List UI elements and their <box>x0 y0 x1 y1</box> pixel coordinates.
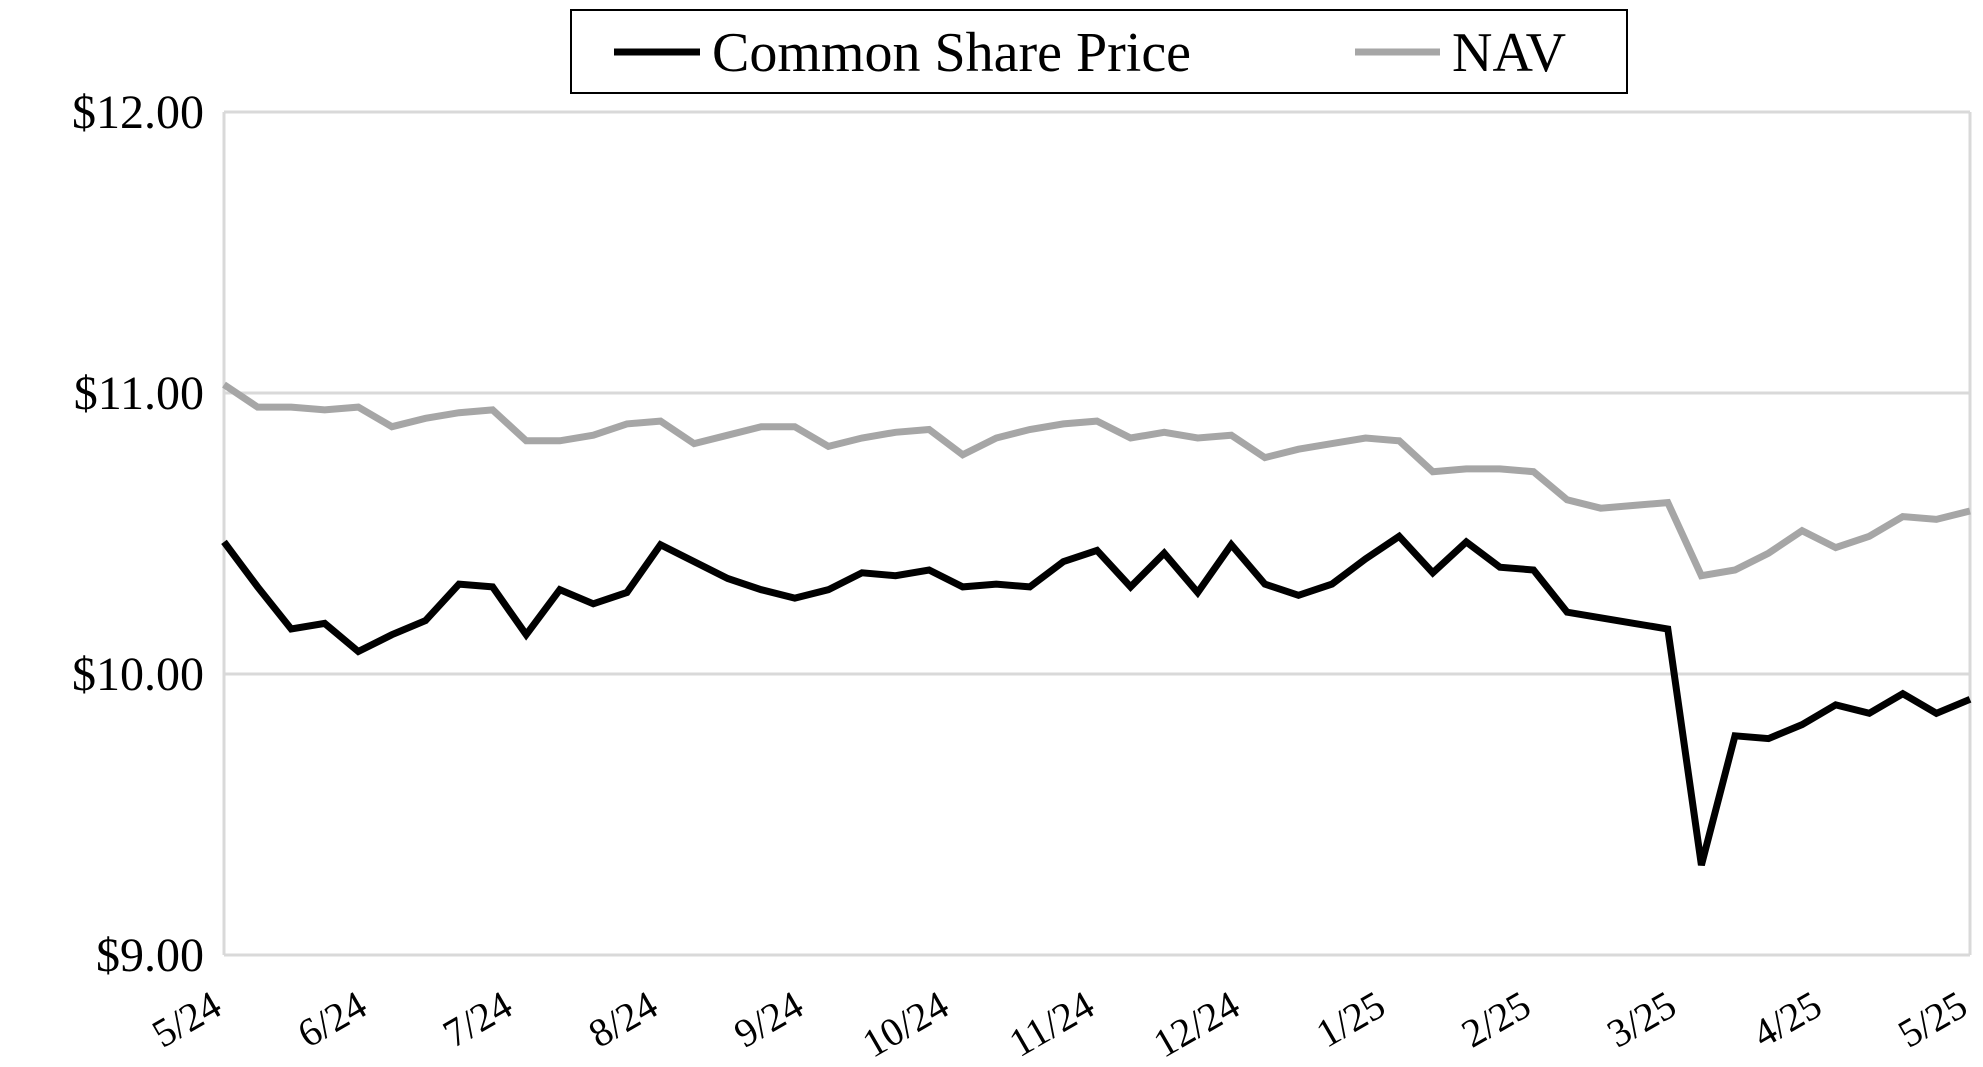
legend-label: Common Share Price <box>712 22 1191 84</box>
axes: $9.00 $10.00 $11.00 $12.00 5/24 6/24 7/24 8/24 9… <box>72 86 1975 1066</box>
series-line-common-share-price <box>221 531 1972 866</box>
x-tick-label: 7/24 <box>435 982 519 1057</box>
grid <box>224 110 1970 957</box>
legend-box <box>570 9 1628 94</box>
y-tick-label: $12.00 <box>72 86 204 139</box>
y-tick-label: $11.00 <box>74 367 204 420</box>
x-tick-label: 11/24 <box>1001 982 1101 1066</box>
x-tick-label: 2/25 <box>1454 982 1538 1057</box>
legend-label: NAV <box>1452 22 1566 84</box>
x-tick-label: 8/24 <box>581 982 665 1057</box>
x-tick-label: 12/24 <box>1146 982 1247 1067</box>
series-line-nav <box>222 381 1971 580</box>
x-tick-label: 1/25 <box>1308 982 1392 1057</box>
x-tick-label: 6/24 <box>290 982 374 1057</box>
x-tick-label: 5/24 <box>144 982 228 1057</box>
series <box>221 381 1972 866</box>
y-tick-label: $9.00 <box>96 929 204 982</box>
x-tick-label: 10/24 <box>855 982 956 1067</box>
x-tick-label: 3/25 <box>1599 982 1683 1057</box>
y-tick-label: $10.00 <box>72 648 204 701</box>
x-tick-label: 4/25 <box>1745 982 1829 1057</box>
legend: Common Share Price NAV <box>570 9 1628 94</box>
x-tick-label: 9/24 <box>726 982 810 1057</box>
x-tick-label: 5/25 <box>1890 982 1974 1057</box>
